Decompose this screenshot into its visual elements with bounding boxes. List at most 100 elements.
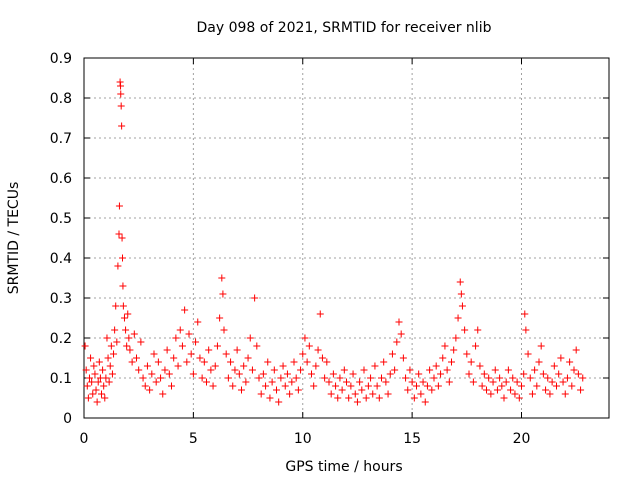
data-point (487, 390, 495, 398)
data-point (113, 338, 121, 346)
data-point (135, 366, 143, 374)
data-point (500, 394, 508, 402)
data-point (292, 374, 300, 382)
data-point (253, 342, 261, 350)
data-point (367, 374, 375, 382)
data-point (382, 378, 390, 386)
data-point (579, 374, 587, 382)
data-point (244, 354, 252, 362)
data-point (531, 366, 539, 374)
data-point (454, 314, 462, 322)
data-point (111, 326, 119, 334)
data-point (461, 326, 469, 334)
y-tick-label: 0 (63, 411, 72, 427)
data-point (566, 358, 574, 366)
data-point (143, 362, 151, 370)
data-point (474, 326, 482, 334)
y-tick-label: 0.6 (50, 171, 72, 187)
data-point (172, 334, 180, 342)
data-point (251, 294, 259, 302)
data-point (124, 310, 132, 318)
data-point (107, 342, 115, 350)
data-point (369, 390, 377, 398)
data-point (360, 366, 368, 374)
data-point (548, 378, 556, 386)
chart-title: Day 098 of 2021, SRMTID for receiver nli… (197, 20, 492, 36)
data-point (526, 374, 534, 382)
data-point (194, 318, 202, 326)
x-tick-label: 20 (513, 431, 531, 447)
data-point (524, 350, 532, 358)
data-point (117, 82, 125, 90)
data-point (489, 378, 497, 386)
data-point (504, 366, 512, 374)
data-point (356, 378, 364, 386)
data-point (266, 394, 274, 402)
data-point (563, 374, 571, 382)
data-point (112, 302, 120, 310)
data-point (290, 358, 298, 366)
y-tick-label: 0.1 (50, 371, 72, 387)
data-point (286, 390, 294, 398)
data-point (404, 386, 412, 394)
data-point (305, 342, 313, 350)
data-point (483, 386, 490, 394)
data-point (469, 378, 477, 386)
data-point (154, 358, 162, 366)
data-point (103, 334, 111, 342)
data-point (120, 314, 128, 322)
data-point (100, 382, 108, 390)
data-point (493, 386, 501, 394)
data-point (301, 334, 309, 342)
data-point (211, 362, 219, 370)
data-point (378, 374, 385, 382)
data-point (476, 362, 484, 370)
data-point (432, 362, 440, 370)
data-point (521, 310, 529, 318)
data-point (240, 362, 248, 370)
data-point (323, 358, 331, 366)
data-point (515, 394, 523, 402)
data-point (430, 374, 438, 382)
data-point (106, 362, 114, 370)
data-point (275, 398, 283, 406)
data-point (213, 342, 221, 350)
data-point (150, 350, 158, 358)
data-point (283, 370, 291, 378)
data-point (219, 290, 227, 298)
data-point (174, 362, 182, 370)
data-point (91, 370, 99, 378)
data-point (192, 338, 200, 346)
data-point (570, 366, 578, 374)
data-point (281, 382, 289, 390)
data-point (139, 374, 147, 382)
data-point (559, 378, 567, 386)
data-point (117, 102, 125, 110)
data-point (110, 350, 118, 358)
data-point (415, 370, 423, 378)
data-point (299, 350, 307, 358)
data-point (358, 386, 366, 394)
x-axis-label: GPS time / hours (285, 459, 402, 475)
data-point (82, 366, 90, 374)
grid-lines (84, 58, 609, 418)
data-point (90, 362, 98, 370)
data-point (338, 386, 346, 394)
data-point (83, 382, 91, 390)
data-point (220, 326, 228, 334)
x-tick-label: 0 (80, 431, 89, 447)
data-point (371, 362, 379, 370)
data-point (224, 374, 232, 382)
data-point (375, 394, 383, 402)
data-point (222, 350, 230, 358)
data-point (209, 382, 217, 390)
data-point (207, 366, 215, 374)
data-point (334, 394, 342, 402)
data-point (168, 382, 175, 390)
data-point (87, 354, 95, 362)
data-point (402, 374, 410, 382)
data-point (130, 330, 138, 338)
y-tick-label: 0.7 (50, 131, 72, 147)
data-point (393, 338, 401, 346)
